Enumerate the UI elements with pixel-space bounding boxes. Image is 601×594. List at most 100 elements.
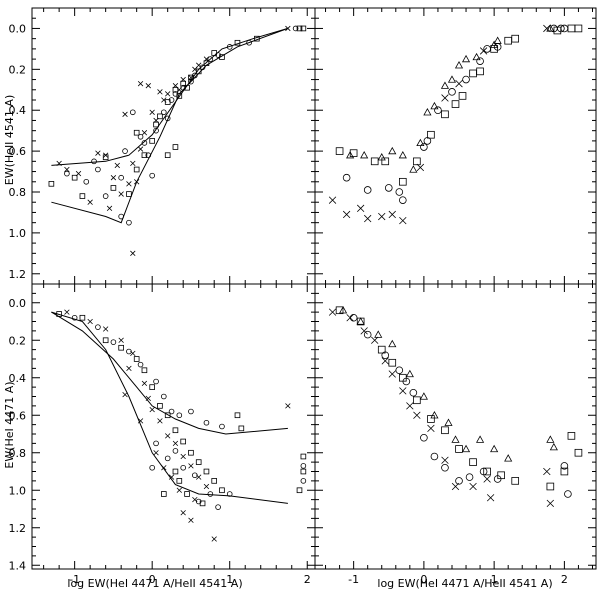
circle-point — [219, 423, 225, 430]
x-tick-label: 0 — [149, 573, 156, 586]
triangle-point — [546, 24, 555, 32]
circle-point — [83, 178, 90, 185]
circle-point — [129, 109, 136, 116]
y-tick-label: 0.8 — [9, 186, 27, 199]
cross-point — [486, 494, 495, 502]
cross-point — [122, 111, 128, 117]
cross-point — [180, 453, 186, 460]
cross-point — [153, 450, 159, 456]
square-point — [157, 113, 163, 120]
circle-point — [168, 97, 175, 103]
square-point — [399, 177, 407, 186]
cross-point — [328, 196, 337, 204]
circle-point — [172, 448, 179, 454]
cross-point — [416, 163, 425, 172]
square-point — [335, 306, 344, 315]
circle-point — [395, 366, 404, 375]
square-point — [511, 34, 520, 43]
cross-point — [451, 482, 460, 491]
cross-point — [180, 76, 186, 83]
y-tick-label: 0.8 — [9, 447, 27, 460]
cross-point — [399, 387, 407, 395]
square-point — [172, 144, 179, 150]
x-tick-label: 2 — [304, 573, 311, 586]
cross-point — [356, 204, 365, 213]
plot-frame — [31, 7, 316, 285]
cross-point — [378, 212, 386, 221]
cross-point — [122, 391, 128, 398]
circle-point — [441, 463, 449, 472]
y-tick-label: 1.0 — [9, 484, 27, 497]
triangle-point — [360, 150, 369, 159]
x-axis-title-right: log EW(HeI 4471 A/HeII 4541 A) — [377, 577, 552, 590]
x-tick-label: 2 — [561, 573, 568, 586]
triangle-point — [504, 454, 513, 462]
square-point — [335, 147, 344, 155]
circle-point — [207, 56, 214, 62]
square-point — [164, 152, 171, 159]
square-point — [574, 24, 583, 33]
cross-point — [118, 191, 124, 197]
cross-point — [188, 463, 194, 469]
cross-point — [455, 79, 463, 88]
cross-point — [149, 406, 155, 413]
model-curve-2 — [51, 27, 289, 166]
triangle-point — [419, 392, 428, 400]
circle-point — [215, 504, 221, 510]
square-point — [180, 438, 186, 445]
square-point — [195, 459, 202, 465]
cross-point — [203, 56, 210, 62]
square-point — [118, 344, 124, 351]
circle-point — [300, 478, 307, 484]
cross-point — [364, 214, 372, 223]
cross-point — [188, 517, 194, 523]
circle-point — [180, 84, 186, 91]
model-curve-1 — [51, 311, 288, 435]
circle-point — [381, 351, 390, 360]
cross-point — [381, 357, 389, 365]
square-point — [469, 458, 477, 466]
cross-point — [87, 199, 93, 205]
cross-point — [114, 162, 120, 169]
cross-point — [102, 152, 109, 158]
circle-point — [395, 188, 404, 196]
square-point — [172, 427, 179, 434]
circle-point — [349, 313, 358, 322]
triangle-point — [430, 411, 439, 419]
cross-point — [211, 536, 217, 542]
y-axis-title-bottom: EW(HeI 4471 A) — [3, 381, 16, 468]
triangle-point — [377, 153, 386, 161]
triangle-point — [356, 317, 365, 325]
square-point — [441, 110, 449, 119]
circle-point — [402, 377, 411, 386]
circle-point — [95, 166, 101, 173]
x-tick-label: 0 — [420, 573, 427, 586]
square-point — [296, 487, 303, 494]
y-tick-label: 1.2 — [9, 268, 27, 281]
square-point — [180, 80, 186, 87]
circle-point — [215, 52, 221, 58]
cross-point — [285, 25, 291, 32]
triangle-point — [476, 435, 485, 443]
circle-point — [188, 78, 194, 85]
circle-point — [465, 473, 474, 481]
square-point — [381, 157, 390, 166]
circle-point — [423, 137, 432, 145]
y-tick-label: 1.0 — [9, 227, 27, 240]
cross-point — [413, 411, 421, 419]
y-tick-label: 0.2 — [9, 63, 27, 76]
square-point — [388, 358, 397, 367]
circle-point — [462, 75, 470, 84]
triangle-point — [490, 40, 499, 48]
circle-point — [122, 148, 128, 154]
circle-point — [71, 314, 78, 321]
cross-point — [64, 166, 70, 173]
plot-frame — [314, 7, 597, 285]
cross-point — [149, 109, 155, 115]
triangle-point — [440, 81, 450, 89]
cross-point — [106, 205, 113, 212]
square-point — [427, 415, 435, 423]
cross-point — [483, 475, 491, 483]
triangle-point — [461, 444, 471, 453]
